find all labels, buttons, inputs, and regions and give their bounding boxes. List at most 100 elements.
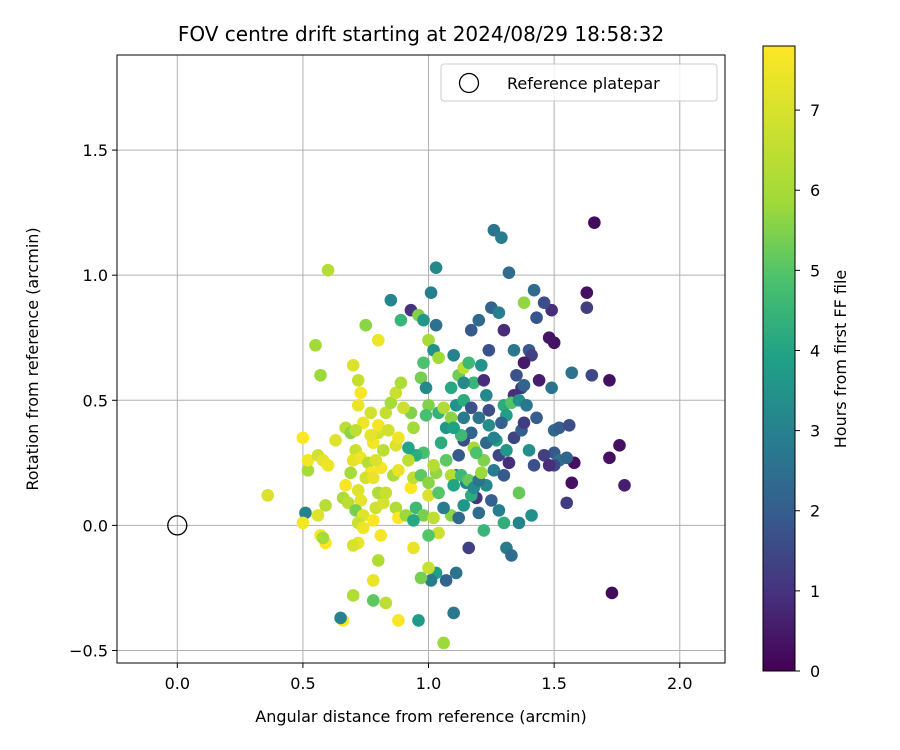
data-point bbox=[512, 516, 526, 530]
data-point bbox=[329, 434, 342, 447]
data-point bbox=[429, 261, 443, 274]
data-point bbox=[517, 356, 531, 370]
data-point bbox=[464, 323, 478, 337]
data-point bbox=[417, 509, 430, 522]
data-point bbox=[356, 521, 370, 535]
data-point bbox=[434, 436, 448, 450]
x-tick-label: 1.5 bbox=[541, 674, 566, 693]
data-point bbox=[467, 376, 481, 390]
data-point bbox=[346, 358, 360, 372]
data-point bbox=[542, 331, 556, 345]
data-point bbox=[417, 313, 430, 327]
data-point bbox=[492, 504, 506, 517]
y-tick-label: 1.5 bbox=[83, 141, 108, 160]
x-tick-label: 0.0 bbox=[165, 674, 190, 693]
data-point bbox=[512, 486, 526, 500]
data-point bbox=[444, 469, 458, 482]
data-point bbox=[371, 554, 385, 567]
data-point bbox=[321, 263, 335, 277]
data-point bbox=[447, 348, 460, 362]
y-axis-label: Rotation from reference (arcmin) bbox=[23, 227, 42, 490]
data-point bbox=[366, 574, 380, 587]
data-point bbox=[366, 594, 380, 607]
data-point bbox=[469, 446, 483, 460]
legend-marker-reference bbox=[458, 72, 480, 94]
data-point bbox=[412, 614, 425, 627]
data-point bbox=[374, 529, 388, 542]
data-point bbox=[437, 501, 450, 515]
data-point bbox=[334, 611, 347, 625]
data-point bbox=[444, 411, 458, 425]
data-point bbox=[364, 429, 378, 442]
colorbar-label: Hours from first FF file bbox=[831, 270, 850, 449]
data-point bbox=[351, 398, 365, 412]
data-point bbox=[517, 416, 531, 430]
data-point bbox=[339, 479, 352, 492]
reference-layer bbox=[167, 515, 188, 536]
data-point bbox=[404, 481, 418, 495]
reference-platepar-marker bbox=[167, 515, 188, 536]
data-point bbox=[552, 421, 566, 435]
data-point bbox=[517, 378, 531, 392]
colorbar-tick-label: 3 bbox=[810, 422, 820, 441]
data-point bbox=[424, 574, 438, 587]
data-point bbox=[527, 283, 541, 297]
data-point bbox=[487, 464, 501, 477]
data-point bbox=[394, 313, 408, 327]
data-point bbox=[497, 469, 511, 482]
data-point bbox=[346, 589, 360, 602]
data-point bbox=[472, 313, 486, 327]
x-tick-label: 2.0 bbox=[667, 674, 692, 693]
data-point bbox=[389, 386, 403, 400]
data-point bbox=[527, 459, 541, 472]
data-point bbox=[580, 301, 594, 315]
data-point bbox=[588, 216, 601, 229]
data-point bbox=[474, 466, 488, 480]
data-point bbox=[495, 416, 508, 430]
data-point bbox=[507, 343, 521, 357]
data-point bbox=[482, 403, 496, 417]
data-point bbox=[605, 586, 619, 600]
y-tick-label: 1.0 bbox=[83, 266, 108, 285]
data-point bbox=[369, 454, 383, 467]
data-point bbox=[462, 541, 476, 555]
data-point bbox=[542, 459, 556, 472]
data-point bbox=[505, 549, 518, 562]
colorbar-tick-label: 1 bbox=[810, 582, 820, 601]
data-point bbox=[419, 408, 433, 422]
data-point bbox=[477, 373, 491, 387]
data-point bbox=[402, 441, 415, 455]
data-point bbox=[497, 323, 511, 337]
data-point bbox=[311, 509, 325, 522]
data-point bbox=[422, 476, 435, 490]
data-point bbox=[422, 333, 435, 347]
data-point bbox=[301, 454, 315, 467]
data-point bbox=[371, 419, 385, 432]
data-point bbox=[618, 479, 631, 492]
data-point bbox=[379, 486, 393, 500]
data-point bbox=[414, 571, 428, 585]
data-point bbox=[439, 574, 453, 587]
x-tick-label: 1.0 bbox=[416, 674, 441, 693]
data-point bbox=[424, 286, 438, 299]
colorbar-gradient bbox=[762, 45, 796, 672]
data-point bbox=[371, 333, 385, 347]
data-point bbox=[427, 459, 440, 472]
legend-entry-reference: Reference platepar bbox=[507, 74, 660, 93]
data-point bbox=[457, 376, 471, 390]
data-point bbox=[309, 338, 322, 352]
data-point bbox=[321, 459, 335, 472]
data-point bbox=[560, 496, 574, 510]
data-point bbox=[545, 381, 558, 395]
data-point bbox=[472, 411, 486, 425]
data-point bbox=[437, 401, 450, 415]
data-point bbox=[439, 454, 453, 467]
data-point bbox=[603, 451, 616, 465]
colorbar-tick-label: 5 bbox=[810, 261, 820, 280]
data-point bbox=[537, 449, 551, 462]
data-point bbox=[359, 318, 373, 332]
data-point bbox=[462, 356, 476, 370]
data-point bbox=[366, 471, 380, 485]
data-point bbox=[407, 421, 420, 435]
data-point bbox=[464, 401, 478, 415]
